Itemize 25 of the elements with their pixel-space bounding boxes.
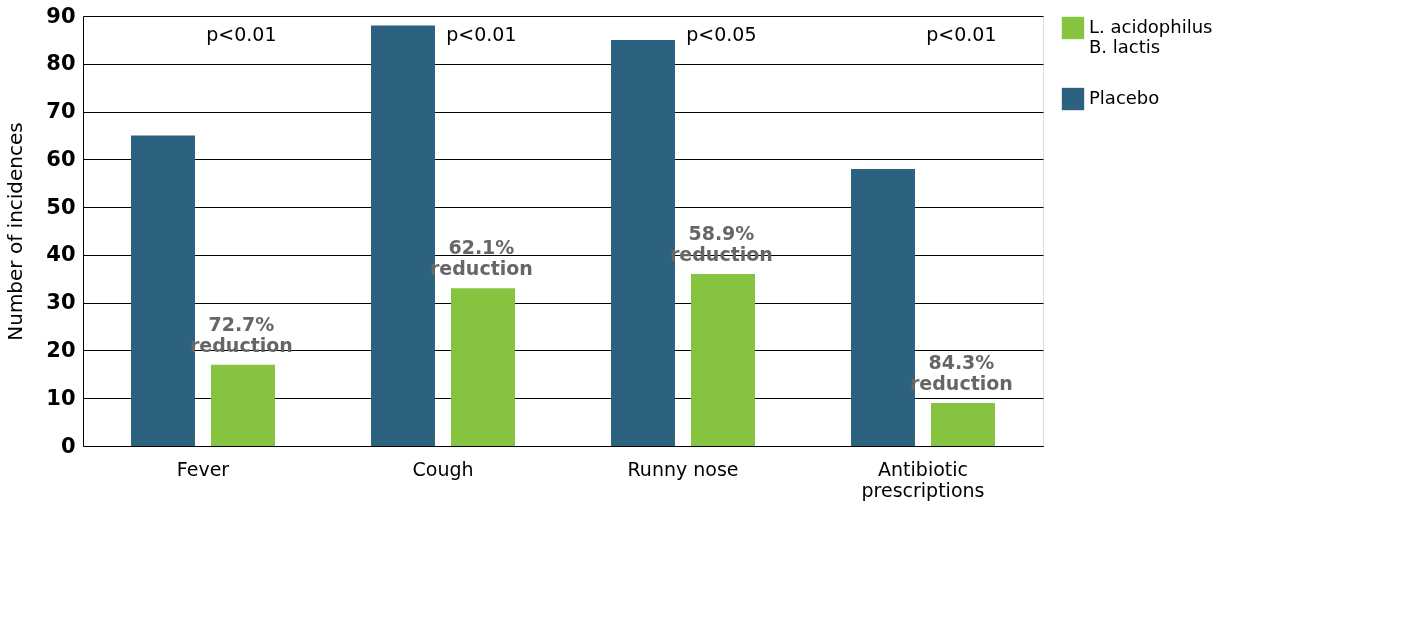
y-tick-label: 20 [46, 337, 76, 362]
bar [931, 403, 995, 446]
y-tick-label: 40 [46, 242, 76, 267]
x-tick-label: Antibiotic prescriptions [861, 457, 985, 501]
y-tick-label: 80 [46, 51, 76, 76]
y-tick-label: 90 [46, 3, 76, 28]
legend-label: L. acidophilus B. lactis [1089, 16, 1213, 57]
y-tick-label: 10 [46, 385, 76, 410]
y-tick-label: 70 [46, 99, 76, 124]
legend-label: Placebo [1089, 87, 1160, 108]
y-axis-title: Number of incidences [3, 122, 28, 341]
annotation: p<0.01 [446, 23, 517, 45]
bar [451, 288, 515, 446]
y-tick-label: 0 [60, 433, 76, 458]
y-tick-label: 30 [46, 290, 76, 315]
annotation: p<0.01 [206, 23, 277, 45]
x-tick-label: Fever [176, 457, 230, 480]
x-tick-label: Runny nose [627, 457, 739, 480]
y-tick-label: 50 [46, 194, 76, 219]
annotation: p<0.01 [926, 23, 997, 45]
bar [691, 274, 755, 446]
y-tick-label: 60 [46, 146, 76, 171]
annotation: p<0.05 [686, 23, 757, 45]
x-tick-label: Cough [412, 457, 474, 480]
bar [211, 364, 275, 446]
